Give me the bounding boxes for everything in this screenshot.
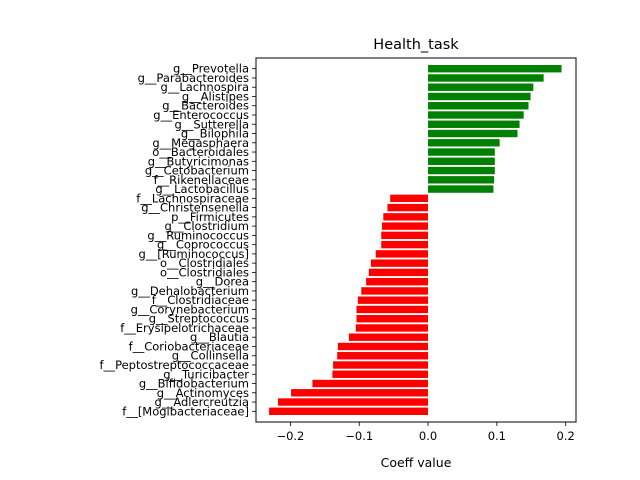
category-label-33: g__Turicibacter bbox=[163, 367, 249, 381]
category-label-24: g__Dehalobacterium bbox=[131, 284, 249, 298]
bar-3 bbox=[428, 92, 531, 101]
bar-31 bbox=[337, 352, 429, 360]
bar-9 bbox=[428, 148, 495, 156]
category-label-1: g__Parabacteroides bbox=[138, 71, 249, 85]
category-label-17: g__Clostridium bbox=[165, 219, 249, 233]
bar-1 bbox=[428, 74, 544, 82]
x-axis-ticks: −0.2 −0.1 0.0 0.1 0.2 bbox=[276, 422, 575, 443]
category-label-18: g__Ruminococcus bbox=[147, 228, 249, 242]
category-label-27: g__Streptococcus bbox=[149, 312, 249, 326]
category-label-3: g__Alistipes bbox=[182, 89, 249, 103]
category-label-35: g__Actinomyces bbox=[157, 386, 249, 400]
x-tick-label-4: 0.2 bbox=[557, 429, 575, 443]
category-label-10: g__Butyricimonas bbox=[148, 154, 249, 168]
category-label-4: g__Bacteroides bbox=[162, 99, 249, 113]
axes-frame bbox=[255, 57, 577, 423]
bar-10 bbox=[428, 157, 495, 165]
bar-28 bbox=[355, 324, 429, 332]
category-label-36: g__Adlercreutzia bbox=[155, 395, 249, 409]
category-label-7: g__Bilophila bbox=[181, 127, 249, 141]
bar-7 bbox=[428, 129, 518, 138]
bars-layer bbox=[269, 65, 562, 415]
bar-17 bbox=[381, 222, 429, 230]
bar-16 bbox=[383, 213, 429, 221]
bar-29 bbox=[348, 333, 429, 341]
bar-13 bbox=[428, 185, 494, 193]
category-label-34: g__Bifidobacterium bbox=[139, 377, 249, 391]
chart-title: Health_task bbox=[373, 37, 459, 53]
bar-36 bbox=[278, 398, 429, 406]
category-label-28: f__Erysipelotrichaceae bbox=[120, 321, 249, 335]
bar-26 bbox=[356, 305, 429, 314]
category-label-0: g__Prevotella bbox=[173, 62, 249, 76]
bar-15 bbox=[387, 203, 429, 212]
category-label-9: o__Bacteroidales bbox=[152, 145, 249, 159]
category-label-21: o__Clostridiales bbox=[160, 256, 249, 270]
category-label-32: f__Peptostreptococcaceae bbox=[100, 358, 249, 372]
category-label-11: g__Cetobacterium bbox=[145, 164, 249, 178]
bar-2 bbox=[428, 83, 534, 91]
category-label-6: g__Sutterella bbox=[175, 117, 249, 131]
bar-5 bbox=[428, 111, 524, 119]
category-label-29: g__Blautia bbox=[190, 330, 249, 344]
category-label-12: f__Rikenellaceae bbox=[154, 173, 249, 187]
bar-0 bbox=[428, 65, 562, 73]
x-tick-label-0: −0.2 bbox=[276, 429, 304, 443]
bar-18 bbox=[381, 231, 429, 240]
bar-37 bbox=[269, 407, 429, 415]
x-tick-label-2: 0.0 bbox=[419, 429, 437, 443]
category-label-5: g__Enterococcus bbox=[153, 108, 249, 122]
category-label-15: g__Christensenella bbox=[141, 201, 249, 215]
bar-8 bbox=[428, 139, 500, 147]
x-tick-label-1: −0.1 bbox=[345, 429, 373, 443]
x-tick-label-3: 0.1 bbox=[488, 429, 506, 443]
bar-25 bbox=[357, 296, 429, 304]
bar-4 bbox=[428, 102, 529, 110]
category-label-2: g__Lachnospira bbox=[161, 80, 249, 94]
category-label-37: f__[Mogibacteriaceae] bbox=[122, 404, 249, 418]
category-label-8: g__Megasphaera bbox=[152, 136, 249, 150]
category-label-14: f__Lachnospiraceae bbox=[136, 191, 249, 205]
bar-12 bbox=[428, 176, 495, 184]
category-label-23: g__Dorea bbox=[196, 275, 249, 289]
bar-22 bbox=[368, 268, 429, 277]
bar-14 bbox=[390, 194, 429, 203]
category-label-25: f__Clostridiaceae bbox=[152, 293, 249, 307]
bar-20 bbox=[375, 250, 429, 258]
bar-23 bbox=[366, 277, 429, 286]
bar-6 bbox=[428, 120, 520, 128]
bar-32 bbox=[333, 361, 429, 369]
category-label-26: g__Corynebacterium bbox=[131, 302, 249, 316]
bar-11 bbox=[428, 166, 495, 175]
bar-30 bbox=[337, 342, 429, 351]
x-axis-title: Coeff value bbox=[381, 455, 452, 470]
bar-19 bbox=[381, 240, 429, 249]
category-label-16: p__Firmicutes bbox=[171, 210, 249, 224]
category-labels: g__Prevotellag__Parabacteroidesg__Lachno… bbox=[100, 62, 256, 418]
bar-21 bbox=[370, 259, 429, 267]
bar-34 bbox=[312, 379, 429, 388]
category-label-30: f__Coriobacteriaceae bbox=[129, 339, 249, 353]
category-label-19: g__Coprococcus bbox=[157, 238, 249, 252]
category-label-22: o__Clostridiales bbox=[160, 265, 249, 279]
bar-35 bbox=[291, 389, 429, 397]
bar-27 bbox=[356, 315, 429, 323]
bar-24 bbox=[361, 287, 429, 295]
category-label-31: g__Collinsella bbox=[172, 349, 249, 363]
category-label-13: g__Lactobacillus bbox=[155, 182, 249, 196]
bar-33 bbox=[332, 370, 429, 378]
category-label-20: g__[Ruminococcus] bbox=[138, 247, 249, 261]
